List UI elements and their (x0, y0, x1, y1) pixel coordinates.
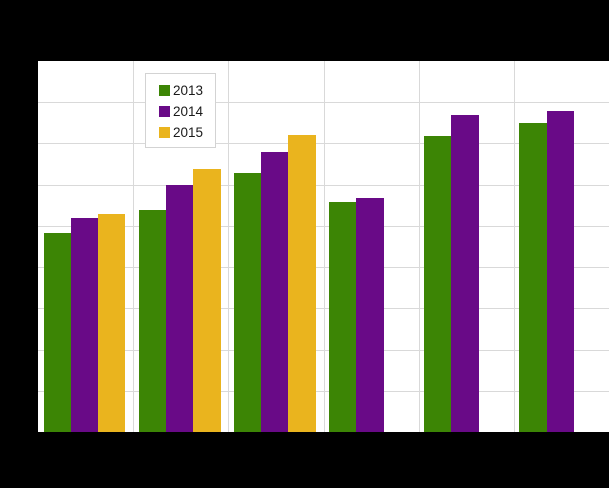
h-gridline (38, 143, 609, 145)
legend: 2013 2014 2015 (145, 73, 216, 148)
legend-swatch-2013-icon (159, 85, 170, 96)
legend-label-2013: 2013 (173, 82, 204, 98)
v-gridline (323, 61, 325, 432)
legend-item-2014[interactable]: 2014 (159, 101, 215, 122)
h-gridline (38, 267, 609, 269)
bar-2015-group3 (288, 135, 316, 432)
bar-2015-group2 (193, 169, 221, 432)
bar-2014-group3 (261, 152, 289, 432)
bar-2014-group1 (70, 218, 99, 432)
legend-swatch-2015-icon (159, 127, 170, 138)
h-gridline (38, 308, 609, 310)
bar-2015-group1 (98, 213, 126, 432)
bar-2013-group1 (43, 233, 71, 432)
bar-2013-group6 (519, 123, 547, 432)
legend-label-2015: 2015 (173, 124, 204, 140)
h-gridline (38, 225, 609, 227)
v-gridline (133, 61, 135, 432)
h-gridline (38, 349, 609, 351)
legend-swatch-2014-icon (159, 106, 170, 117)
bars (38, 61, 609, 432)
v-gridline (418, 61, 420, 432)
v-gridline (228, 61, 230, 432)
h-gridline (38, 390, 609, 392)
bar-2014-group6 (546, 110, 574, 432)
legend-label-2014: 2014 (173, 103, 204, 119)
bar-2013-group2 (138, 209, 166, 432)
bar-2013-group5 (424, 136, 452, 432)
bar-2014-group4 (356, 197, 384, 432)
gridlines (38, 61, 609, 432)
v-gridline (513, 61, 515, 432)
h-gridline (38, 184, 609, 186)
legend-item-2015[interactable]: 2015 (159, 122, 215, 143)
plot-area (38, 61, 609, 432)
bar-2013-group4 (329, 201, 357, 432)
bar-2014-group5 (451, 115, 479, 432)
h-gridline (38, 102, 609, 104)
bar-2013-group3 (233, 172, 262, 432)
bar-2014-group2 (165, 185, 194, 432)
legend-item-2013[interactable]: 2013 (159, 80, 215, 101)
